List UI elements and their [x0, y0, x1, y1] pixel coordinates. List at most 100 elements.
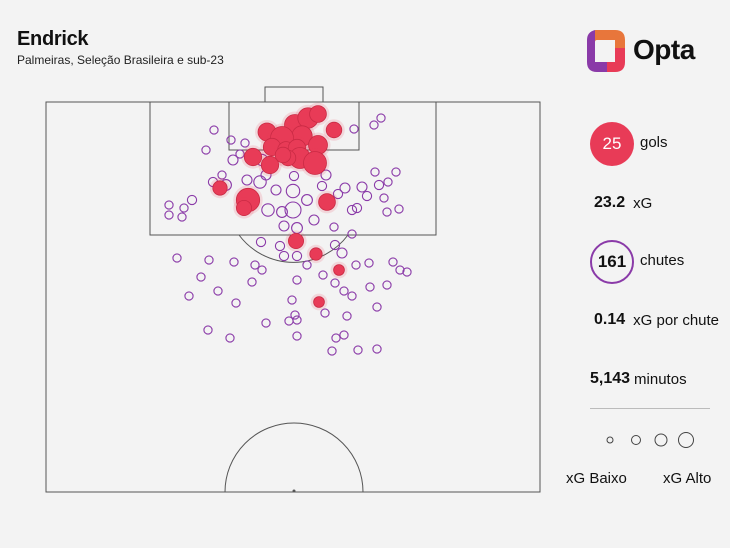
shot-marker [276, 206, 288, 218]
shot-marker [356, 181, 368, 193]
goals-stat: gols [640, 134, 668, 151]
legend-circle-sm [631, 435, 641, 445]
shot-marker [388, 257, 398, 267]
penalty-arc [238, 234, 349, 263]
shot-marker [201, 145, 211, 155]
shots-stat: chutes [640, 252, 684, 269]
legend-low-label: xG Baixo [566, 470, 627, 487]
shot-marker [240, 138, 250, 148]
shot-marker [253, 175, 267, 189]
shot-marker [391, 167, 401, 177]
shot-marker [329, 222, 339, 232]
shot-marker [227, 154, 239, 166]
goal-marker [313, 296, 325, 308]
shot-marker [284, 201, 302, 219]
shot-marker [383, 177, 393, 187]
shot-map [45, 86, 541, 493]
minutes-value: 5,143 [590, 370, 631, 387]
shot-marker [347, 291, 357, 301]
goal-marker [243, 147, 263, 167]
shot-marker [370, 167, 380, 177]
xg-label: xG [633, 194, 653, 212]
shot-marker [395, 265, 405, 275]
shot-marker [241, 174, 253, 186]
center-circle [224, 422, 364, 493]
goal-marker [274, 146, 292, 164]
shot-marker [302, 260, 312, 270]
goals-label: gols [640, 134, 668, 151]
xg-per-shot-label: xG por chute [633, 311, 720, 329]
shots-label: chutes [640, 252, 685, 269]
goal-marker [287, 232, 304, 249]
shot-marker [164, 210, 174, 220]
legend-circle-md [654, 433, 668, 447]
shot-marker [274, 240, 286, 252]
shot-marker [369, 120, 379, 130]
shot-marker [184, 291, 194, 301]
minutes-stat: 5,143 minutos [590, 370, 687, 388]
shots-badge: 161 [590, 240, 634, 284]
shot-marker [346, 204, 358, 216]
shot-marker [379, 193, 389, 203]
shot-marker [327, 346, 337, 356]
center-spot [292, 489, 296, 493]
shot-marker [179, 203, 189, 213]
xg-size-legend [606, 432, 694, 448]
goal-marker [235, 199, 252, 216]
shot-marker [347, 229, 357, 239]
shot-marker [203, 325, 213, 335]
opta-logo-text: Opta [633, 34, 695, 65]
goal-marker [333, 264, 345, 276]
xg-value: 23.2 [594, 194, 626, 211]
goal-marker [309, 105, 327, 123]
shot-marker [292, 331, 302, 341]
shot-marker [331, 333, 341, 343]
legend-circle-xs [606, 436, 614, 444]
goal-marker [303, 151, 327, 175]
shot-marker [329, 239, 341, 251]
shot-marker [320, 308, 330, 318]
shot-marker [287, 295, 297, 305]
shot-marker [285, 183, 301, 199]
shot-marker [278, 250, 290, 262]
shot-marker [318, 270, 328, 280]
page-subtitle: Palmeiras, Seleção Brasileira e sub-23 [17, 53, 224, 67]
shot-marker [235, 149, 245, 159]
shot-marker [261, 318, 271, 328]
shot-marker [349, 124, 359, 134]
shot-marker [209, 125, 219, 135]
shot-marker [330, 278, 340, 288]
shot-marker [213, 286, 223, 296]
opta-logo: Opta [585, 28, 705, 74]
shot-marker [278, 220, 290, 232]
goal-marker [260, 155, 280, 175]
goals-layer [209, 102, 348, 311]
shot-marker [320, 169, 332, 181]
shot-marker [255, 236, 267, 248]
shot-marker [351, 202, 363, 214]
shot-marker [372, 302, 382, 312]
shot-marker [284, 316, 294, 326]
goal-marker [309, 247, 323, 261]
shot-marker [291, 250, 303, 262]
shot-marker [226, 135, 236, 145]
legend-high-label: xG Alto [663, 470, 712, 487]
shot-marker [290, 310, 300, 320]
shot-marker [382, 207, 392, 217]
shot-marker [353, 345, 363, 355]
shot-marker [365, 282, 375, 292]
shot-marker [402, 267, 412, 277]
shot-marker [339, 286, 349, 296]
shot-marker [364, 258, 374, 268]
page-title: Endrick [17, 28, 89, 50]
shot-marker [339, 182, 351, 194]
shot-marker [250, 260, 260, 270]
shot-marker [164, 200, 174, 210]
divider [590, 408, 710, 409]
shot-marker [332, 188, 344, 200]
shot-marker [376, 113, 386, 123]
shot-marker [177, 212, 187, 222]
shot-marker [231, 298, 241, 308]
shot-marker [372, 344, 382, 354]
shot-marker [339, 330, 349, 340]
